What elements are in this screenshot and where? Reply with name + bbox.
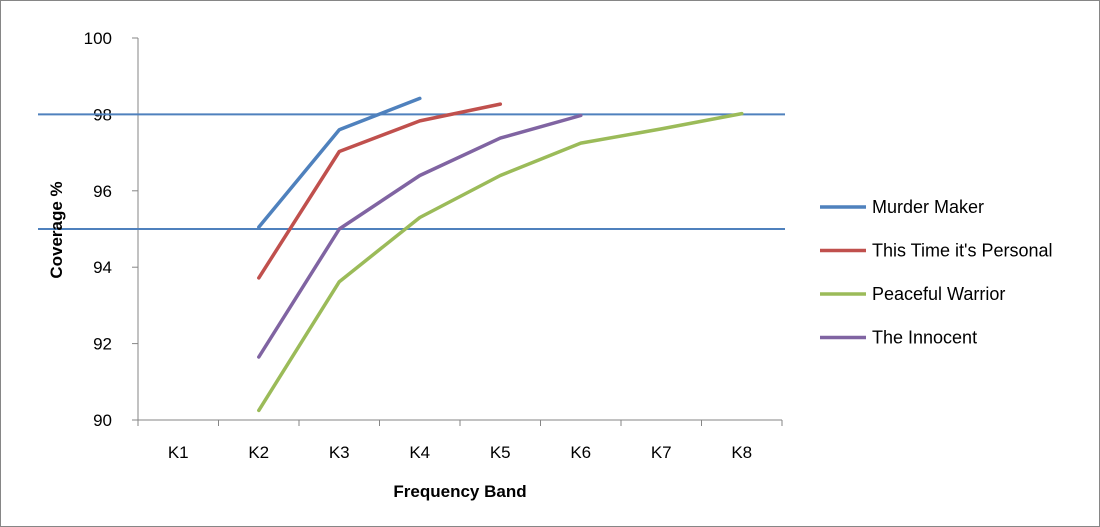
legend-label: This Time it's Personal (872, 241, 1053, 261)
x-tick-label: K5 (490, 443, 511, 462)
x-axis-title: Frequency Band (393, 482, 526, 501)
x-tick-label: K8 (731, 443, 752, 462)
series-line (257, 96, 422, 229)
series-line (257, 102, 503, 280)
reference-lines (38, 113, 785, 230)
x-tick-label: K1 (168, 443, 189, 462)
legend-label: Murder Maker (872, 197, 984, 217)
legend-label: Peaceful Warrior (872, 284, 1005, 304)
x-tick-label: K6 (570, 443, 591, 462)
legend: Murder Maker This Time it's Personal Peace… (820, 197, 1053, 348)
series-line (257, 113, 583, 359)
legend-label: The Innocent (872, 328, 977, 348)
y-axis-title: Coverage % (47, 181, 66, 278)
y-tick-label: 94 (93, 258, 112, 277)
y-tick-label: 90 (93, 411, 112, 430)
x-tick-label: K4 (409, 443, 430, 462)
y-tick-label: 96 (93, 182, 112, 201)
x-tick-label: K2 (248, 443, 269, 462)
x-tick-label: K7 (651, 443, 672, 462)
y-tick-label: 100 (84, 29, 112, 48)
axes (132, 37, 783, 426)
x-tick-label: K3 (329, 443, 350, 462)
x-tick-labels: K1 K2 K3 K4 K5 K6 K7 K8 (168, 443, 752, 462)
series-line (257, 111, 744, 413)
y-tick-label: 92 (93, 335, 112, 354)
series-lines (257, 96, 744, 413)
